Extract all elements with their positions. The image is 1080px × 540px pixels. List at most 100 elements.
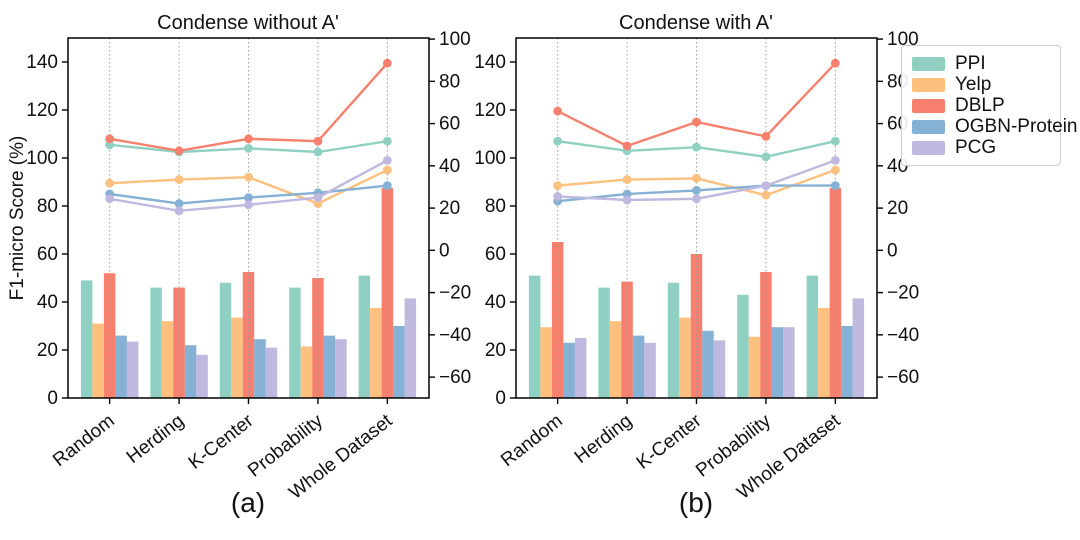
marker	[313, 147, 323, 157]
x-tick-label: Herding	[571, 410, 636, 468]
marker	[553, 106, 563, 116]
chart-a: 0 20 40 60 80 100 120 140 100 80 60 40 20 0 −20 −40 −60 R…	[26, 29, 471, 504]
marker	[553, 192, 563, 201]
bar	[184, 345, 197, 398]
legend-label: Yelp	[955, 73, 992, 95]
left-tick-label: 60	[37, 244, 58, 265]
y-axis-label: F1-micro Score (%)	[7, 135, 28, 301]
marker	[692, 142, 701, 152]
left-tick-label: 80	[485, 196, 506, 217]
legend-label: PPI	[955, 52, 986, 74]
bar	[737, 294, 749, 398]
marker	[382, 58, 392, 68]
marker	[174, 199, 184, 209]
marker	[553, 136, 563, 146]
legend-label: PCG	[955, 136, 997, 158]
bar	[335, 339, 347, 398]
bar	[667, 282, 680, 398]
bar	[300, 346, 313, 398]
bar	[609, 321, 622, 398]
line-PCG	[553, 156, 840, 205]
bar	[404, 298, 417, 398]
legend-item-PCG: PCG	[912, 137, 1050, 158]
x-tick-label: Random	[49, 410, 119, 471]
marker	[761, 152, 771, 162]
left-tick-label: 100	[474, 148, 506, 169]
bar	[381, 188, 394, 398]
marker	[244, 172, 253, 182]
bar	[748, 336, 761, 398]
marker	[761, 181, 771, 191]
legend: PPI Yelp DBLP OGBN-Protein PCG	[901, 45, 1077, 166]
bars-Yelp	[92, 308, 382, 398]
bar	[598, 287, 610, 398]
bar	[563, 342, 575, 398]
bars-PCG	[126, 298, 417, 398]
marker	[244, 134, 253, 144]
marker	[761, 190, 771, 200]
bars-PPI	[528, 275, 819, 398]
right-tick-label: −20	[439, 283, 471, 304]
marker	[382, 181, 392, 191]
marker	[622, 195, 632, 205]
right-tick-label: 20	[887, 198, 908, 219]
marker	[692, 117, 701, 127]
left-tick-label: 0	[495, 388, 506, 409]
right-tick-label: 40	[439, 156, 460, 177]
bar	[528, 275, 541, 398]
left-tick-label: 20	[37, 340, 58, 361]
bar	[196, 354, 208, 398]
legend-swatch	[912, 56, 945, 71]
left-tick-label: 140	[474, 52, 506, 73]
marker	[553, 181, 563, 191]
left-tick-label: 20	[485, 340, 506, 361]
legend-swatch	[912, 119, 945, 134]
legend-swatch	[912, 98, 945, 113]
right-tick-label: 60	[439, 114, 460, 135]
bars-OGBN-Protein	[563, 326, 853, 398]
bar	[702, 330, 714, 398]
right-tick-label: −60	[887, 367, 919, 388]
left-tick-label: 100	[26, 148, 58, 169]
bar	[115, 335, 127, 398]
legend-item-PPI: PPI	[912, 53, 1050, 74]
left-tick-label: 40	[485, 292, 506, 313]
marker	[761, 132, 771, 141]
marker	[105, 134, 115, 144]
bar	[713, 340, 726, 398]
line-PCG	[105, 156, 392, 216]
legend-item-Yelp: Yelp	[912, 74, 1050, 95]
bar	[265, 347, 278, 398]
legend-swatch	[912, 140, 945, 155]
marker	[174, 175, 184, 185]
bar	[574, 338, 587, 398]
marker	[105, 194, 115, 204]
marker	[105, 178, 115, 188]
bars-PPI	[80, 275, 371, 398]
bar	[370, 308, 382, 398]
line-OGBN-Protein	[105, 181, 392, 209]
marker	[174, 146, 184, 156]
line-DBLP	[553, 58, 840, 151]
marker	[830, 181, 840, 191]
bar	[161, 321, 174, 398]
bar	[540, 327, 552, 398]
x-tick-label: Herding	[123, 410, 188, 468]
marker	[830, 156, 840, 165]
marker	[313, 193, 323, 203]
bar	[150, 287, 162, 398]
bar	[323, 335, 336, 398]
marker	[692, 194, 701, 204]
legend-label: OGBN-Protein	[955, 115, 1078, 137]
marker	[313, 136, 323, 146]
caption-b: (b)	[678, 487, 714, 518]
left-tick-label: 60	[485, 244, 506, 265]
bar	[103, 273, 116, 398]
left-tick-label: 40	[37, 292, 58, 313]
bar	[771, 327, 784, 398]
marker	[174, 206, 184, 216]
legend-swatch	[912, 77, 945, 92]
bar	[80, 280, 93, 398]
right-tick-label: −40	[439, 325, 471, 346]
right-tick-label: 20	[439, 198, 460, 219]
